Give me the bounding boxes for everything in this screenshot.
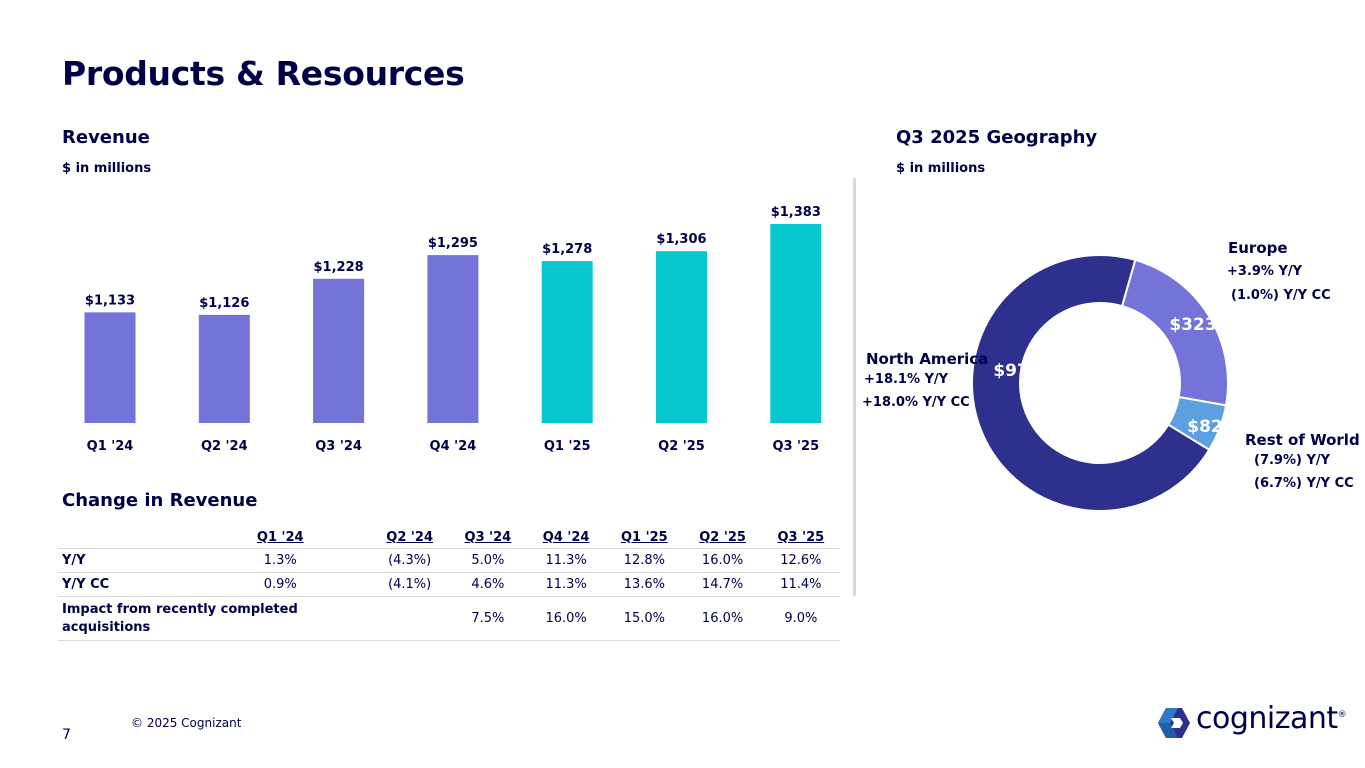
europe-yy-cc: (1.0%) Y/Y CC [1231,288,1331,303]
x-tick-label: Q2 '25 [658,439,705,454]
revenue-bar [313,278,365,423]
table-row-acquisitions: Impact from recently completed acquisitio… [58,596,840,641]
geography-units: $ in millions [896,161,986,176]
x-tick-label: Q3 '25 [772,439,819,454]
table-cell: 1.3% [190,548,371,573]
column-header: Q2 '25 [683,526,762,549]
rest-of-world-label: Rest of World [1245,431,1360,449]
table-header-row: Q1 '24 Q2 '24 Q3 '24 Q4 '24 Q1 '25 Q2 '2… [58,526,840,549]
copyright-text: © 2025 Cognizant [131,716,242,730]
slice-value-label: $978 [993,361,1040,381]
north-america-label: North America [866,350,989,368]
table-cell: 11.4% [761,572,840,597]
row-label-line: acquisitions [62,619,151,635]
x-tick-label: Q1 '25 [544,439,591,454]
x-tick-label: Q2 '24 [201,439,248,454]
table-cell: 16.0% [683,596,762,641]
table-cell: 4.6% [448,572,527,597]
page-number: 7 [62,727,71,743]
registered-mark: ® [1337,710,1347,720]
header-label-cell [58,526,190,549]
donut-slice [971,254,1211,512]
bar-value-label: $1,133 [85,293,135,308]
rest-of-world-yy: (7.9%) Y/Y [1254,453,1331,468]
column-header: Q3 '24 [448,526,527,549]
page-title: Products & Resources [62,54,465,93]
table-cell: 14.7% [683,572,762,597]
revenue-bar [427,255,479,423]
table-cell: 5.0% [448,548,527,573]
revenue-bar [656,251,707,423]
table-cell: 13.6% [605,572,684,597]
table-cell: 12.8% [605,548,684,573]
europe-yy: +3.9% Y/Y [1227,264,1303,279]
table-cell: 16.0% [683,548,762,573]
revenue-bar [770,224,822,423]
revenue-bar [198,314,250,423]
table-cell: (4.1%) [370,572,449,597]
table-cell: 11.3% [527,572,606,597]
bar-value-label: $1,126 [199,296,249,311]
europe-label: Europe [1228,239,1288,257]
row-label-line: Impact from recently completed [62,601,298,617]
revenue-title: Revenue [62,127,150,148]
x-tick-label: Q4 '24 [430,439,477,454]
column-header: Q3 '25 [761,526,840,549]
revenue-bar [541,261,593,423]
x-tick-label: Q1 '24 [87,439,134,454]
geography-title: Q3 2025 Geography [896,127,1098,148]
table-cell: (4.3%) [370,548,449,573]
geography-donut-chart: $978 $323 $82 [971,254,1229,512]
revenue-units: $ in millions [62,161,152,176]
revenue-bar-chart: $1,133 Q1 '24 $1,126 Q2 '24 $1,228 Q3 '24 $1,2… [84,205,822,454]
bar-value-label: $1,228 [314,260,364,275]
rest-of-world-yy-cc: (6.7%) Y/Y CC [1254,476,1354,491]
column-header: Q1 '25 [605,526,684,549]
north-america-yy: +18.1% Y/Y [864,372,949,387]
cognizant-logo-icon [1158,708,1190,738]
change-in-revenue-title: Change in Revenue [62,490,258,511]
table-cell: 7.5% [448,596,527,641]
table-cell: 11.3% [527,548,606,573]
slice-value-label: $323 [1169,315,1216,335]
bar-value-label: $1,383 [771,205,821,220]
x-tick-label: Q3 '24 [315,439,362,454]
logo-wordmark: cognizant [1196,701,1338,736]
row-label: Y/Y [58,548,190,573]
section-divider [853,178,856,596]
bar-value-label: $1,306 [656,232,706,247]
table-cell: 0.9% [190,572,371,597]
column-header: Q1 '24 [190,526,371,549]
change-in-revenue-table: Q1 '24 Q2 '24 Q3 '24 Q4 '24 Q1 '25 Q2 '2… [58,526,840,641]
column-header: Q2 '24 [370,526,449,549]
table-cell: 15.0% [605,596,684,641]
revenue-bar [84,312,136,423]
column-header: Q4 '24 [527,526,606,549]
table-row-yy-cc: Y/Y CC 0.9% (4.1%) 4.6% 11.3% 13.6% 14.7… [58,572,840,597]
table-cell: 16.0% [527,596,606,641]
row-label: Y/Y CC [58,572,190,597]
table-cell: 9.0% [761,596,840,641]
row-label: Impact from recently completed acquisitio… [58,596,371,641]
slice-value-label: $82 [1187,417,1223,437]
bar-value-label: $1,278 [542,242,592,257]
north-america-yy-cc: +18.0% Y/Y CC [862,395,970,410]
table-cell: 12.6% [761,548,840,573]
table-cell [370,596,449,641]
table-row-yy: Y/Y 1.3% (4.3%) 5.0% 11.3% 12.8% 16.0% 1… [58,548,840,573]
bar-value-label: $1,295 [428,236,478,251]
cognizant-logo-text: cognizant® [1196,701,1347,736]
